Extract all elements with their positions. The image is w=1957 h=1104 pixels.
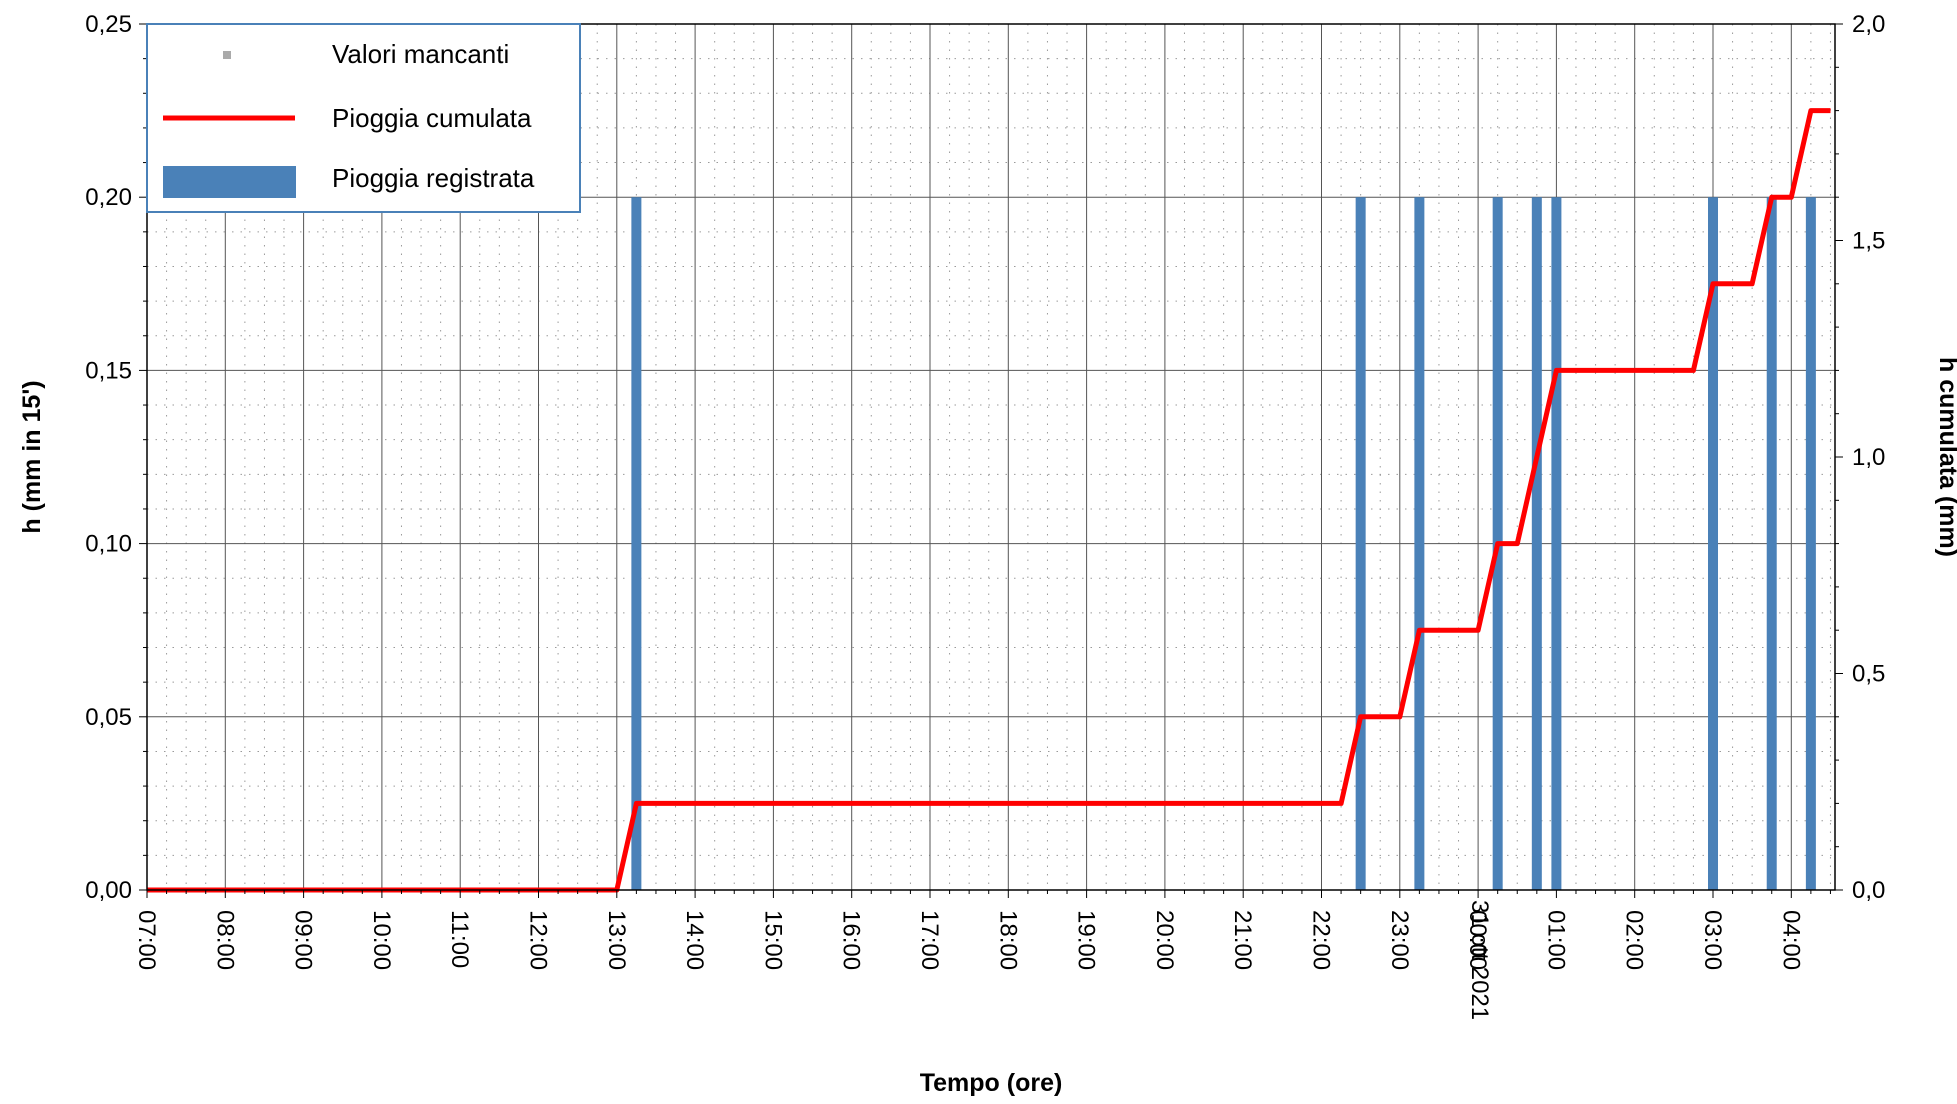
right-y-tick-label: 0,0 (1852, 877, 1885, 904)
x-tick-label: 20:00 (1151, 910, 1178, 970)
y-axis-title-left: h (mm in 15') (18, 380, 46, 533)
x-tick-label: 13:00 (603, 910, 630, 970)
x-tick-label: 23:00 (1386, 910, 1413, 970)
y-axis-title-right: h cumulata (mm) (1934, 357, 1957, 557)
x-tick-label: 01:00 (1542, 910, 1569, 970)
x-tick-label: 18:00 (994, 910, 1021, 970)
right-y-tick-label: 2,0 (1852, 11, 1885, 38)
right-y-tick-label: 1,0 (1852, 444, 1885, 471)
x-tick-label: 16:00 (838, 910, 865, 970)
x-tick-label: 17:00 (916, 910, 943, 970)
x-tick-label: 07:00 (133, 910, 160, 970)
rain-bar (631, 197, 642, 890)
legend: Valori mancanti Pioggia cumulata Pioggia… (146, 23, 581, 213)
left-y-tick-label: 0,10 (85, 531, 132, 558)
x-tick-label: 22:00 (1308, 910, 1335, 970)
left-y-tick-label: 0,00 (85, 877, 132, 904)
x-tick-label: 02:00 (1621, 910, 1648, 970)
x-axis-title: Tempo (ore) (920, 1069, 1063, 1097)
date-label: 31 ott 2021 (1466, 900, 1493, 1020)
rain-bar (1805, 197, 1816, 890)
cumulative-rain-line (147, 108, 1831, 893)
x-tick-label: 04:00 (1777, 910, 1804, 970)
rain-bar (1414, 197, 1425, 890)
rain-bar (1531, 197, 1542, 890)
axes: 0,00 0,05 0,10 0,15 0,20 0,25 0,0 0,5 1,0 1,5 2,0 0… (85, 11, 1885, 970)
x-tick-label: 11:00 (446, 910, 473, 968)
left-y-tick-label: 0,05 (85, 704, 132, 731)
x-tick-label: 03:00 (1699, 910, 1726, 970)
x-tick-label: 19:00 (1073, 910, 1100, 970)
right-y-tick-label: 1,5 (1852, 228, 1885, 255)
x-tick-label: 09:00 (290, 910, 317, 970)
left-y-tick-label: 0,25 (85, 11, 132, 38)
x-tick-label: 12:00 (525, 910, 552, 970)
x-tick-label: 10:00 (368, 910, 395, 970)
x-tick-label: 14:00 (681, 910, 708, 970)
left-y-tick-label: 0,15 (85, 357, 132, 384)
legend-cumulative-label: Pioggia cumulata (332, 103, 532, 133)
x-tick-label: 21:00 (1229, 910, 1256, 970)
x-tick-label: 00:00 (1464, 910, 1491, 970)
line (147, 108, 1831, 893)
rain-bar (1766, 197, 1777, 890)
x-tick-label: 15:00 (759, 910, 786, 970)
legend-recorded-marker (163, 166, 296, 198)
rain-bar (1551, 197, 1562, 890)
rain-bar (1355, 197, 1366, 890)
x-tick-label: 08:00 (211, 910, 238, 970)
legend-missing-marker (223, 51, 231, 59)
legend-recorded-label: Pioggia registrata (332, 163, 535, 193)
legend-missing-label: Valori mancanti (332, 39, 509, 69)
right-y-tick-label: 0,5 (1852, 661, 1885, 688)
rain-bar (1708, 197, 1718, 890)
left-y-tick-label: 0,20 (85, 184, 132, 211)
